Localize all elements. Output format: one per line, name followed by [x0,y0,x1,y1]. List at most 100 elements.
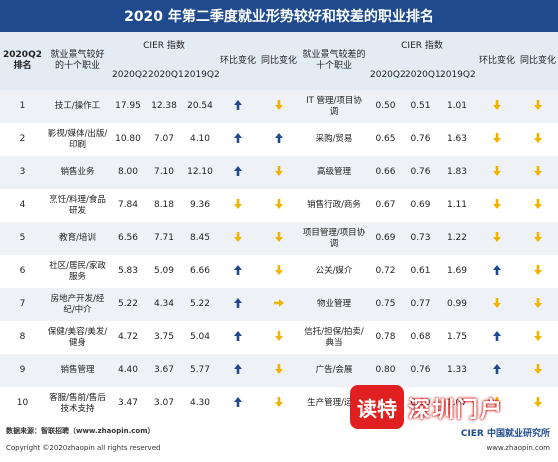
cell: 3.67 [146,354,182,387]
trend-arrow [234,330,242,341]
cell: 1.63 [446,134,468,144]
cell: 1.33 [438,354,476,387]
cell: 0.99 [438,288,476,321]
header: 就业景气较好的十个职业 [45,32,110,90]
cell: 4.34 [146,288,182,321]
table-body: 1 技工/操作工 17.95 12.38 20.54 IT 管理/项目协调 0.50 0.51… [0,90,558,420]
header: 2020Q2 [368,61,406,90]
cell [476,156,518,189]
cell [258,156,300,189]
cell: 高级管理 [300,156,368,189]
cell: 1.07 [446,398,468,408]
cell [476,387,518,420]
trend-arrow [534,132,542,143]
trend-arrow [493,231,501,242]
header: 同比变化 [518,32,558,90]
row: 3 销售业务 8.00 7.10 12.10 高级管理 0.66 0.76 1.83 [0,156,558,189]
cell: 6 [19,266,26,276]
cell: 1.69 [446,266,468,276]
cell: 4.30 [189,398,211,408]
row: 6 社区/居民/家政服务 5.83 5.09 6.66 公关/媒介 0.72 0.61 1.69 [0,255,558,288]
cell: 8.00 [110,156,146,189]
cell: 5.83 [117,266,139,276]
cell: 0.73 [403,222,438,255]
cell: 0.89 [410,398,431,408]
cell: 1.01 [438,90,476,123]
cell: 3 [0,156,45,189]
trend-arrow [493,198,501,209]
trend-arrow [234,165,242,176]
cell: 7 [0,288,45,321]
cell [218,354,258,387]
trend-arrow [234,396,242,407]
cell: 0.80 [368,354,403,387]
cell [476,222,518,255]
cell [476,255,518,288]
cell: 0.50 [368,90,403,123]
trend-arrow [534,264,542,275]
trend-arrow [534,198,542,209]
cell: 销售业务 [45,156,110,189]
header: 2020Q1 [403,61,441,90]
trend-arrow [275,165,283,176]
cell: 8.45 [182,222,218,255]
cell: 教育/培训 [45,222,110,255]
cell: 20.54 [182,90,218,123]
cell: 10.80 [115,134,141,144]
trend-arrow [493,330,501,341]
cell: 5.77 [182,354,218,387]
trend-arrow [493,99,501,110]
logo: CIER 中国就业研究所 [460,429,550,439]
cell [258,321,300,354]
trend-arrow [534,165,542,176]
footer: 数据来源：智联招聘（www.zhaopin.com） Copyright ©20… [0,420,558,462]
row: 1 技工/操作工 17.95 12.38 20.54 IT 管理/项目协调 0.50 0.51… [0,90,558,123]
trend-arrow [493,297,501,308]
trend-arrow [493,132,501,143]
cell: 8.18 [153,200,175,210]
trend-arrow [534,396,542,407]
cell: 7.84 [117,200,139,210]
cell [518,354,558,387]
cell: 4.72 [117,332,139,342]
trend-arrow [493,396,501,407]
trend-arrow [234,198,242,209]
header: 就业景气较差的十个职业 [300,32,368,90]
cell [476,354,518,387]
cell: 公关/媒介 [315,266,353,276]
trend-arrow [275,231,283,242]
trend-arrow [534,330,542,341]
cell: 0.72 [375,266,396,276]
cell [258,123,300,156]
cell: 3.47 [117,398,139,408]
header: 2020Q2 [110,61,148,90]
cell [518,156,558,189]
cell [258,387,300,420]
cell: 4.10 [189,134,211,144]
cell [518,189,558,222]
cell: 5.22 [110,288,146,321]
cell [518,255,558,288]
cell: 7.10 [146,156,182,189]
cell: 0.76 [403,354,438,387]
header: 2020Q2 排名 [0,32,45,90]
row: 9 销售管理 4.40 3.67 5.77 广告/会展 0.80 0.76 1.33 [0,354,558,387]
cell: 0.69 [410,200,431,210]
header: 2019Q2 [182,61,220,90]
cell [258,255,300,288]
trend-arrow [493,264,501,275]
cell: 0.68 [410,332,431,342]
cell [218,255,258,288]
cell: 0.65 [375,134,396,144]
cell [518,288,558,321]
cell: 社区/居民/家政服务 [49,260,106,282]
cell: 17.95 [110,90,146,123]
trend-arrow [493,165,501,176]
cell [218,387,258,420]
cell: 0.51 [403,90,438,123]
row: 7 房地产开发/经纪/中介 5.22 4.34 5.22 物业管理 0.75 0.77 0.99 [0,288,558,321]
title: 2020 年第二季度就业形势较好和较差的职业排名 [0,0,558,32]
cell: IT 管理/项目协调 [300,90,368,123]
cell: 4 [19,200,26,210]
